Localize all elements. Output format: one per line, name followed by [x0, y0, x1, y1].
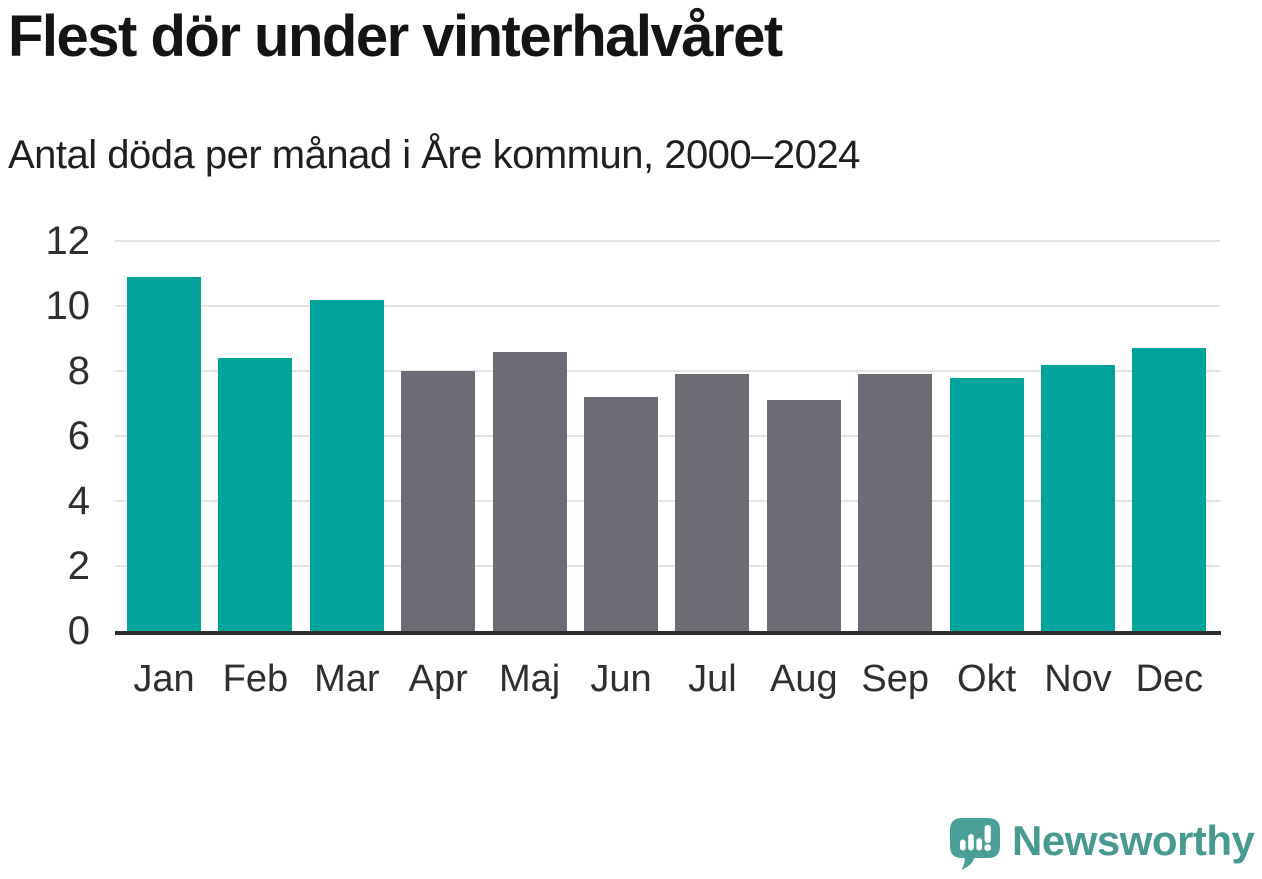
y-tick-label-6: 6 [67, 414, 90, 458]
bar-jan [127, 276, 201, 631]
bar-okt [949, 377, 1024, 631]
bar-maj [492, 351, 567, 631]
bar-dec [1132, 348, 1207, 631]
x-tick-label-jul: Jul [688, 658, 737, 700]
y-tick-label-0: 0 [67, 609, 90, 653]
y-tick-label-8: 8 [67, 349, 90, 393]
x-axis-line [115, 631, 1221, 635]
x-axis: Jan Feb Mar Apr Maj Jun Jul Aug Sep Okt Nov Dec [115, 633, 1220, 703]
gridline-8 [115, 370, 1220, 372]
gridline-6 [115, 435, 1220, 437]
x-tick-label-mar: Mar [314, 658, 380, 700]
logo-exclamation-dot [984, 844, 992, 851]
gridline-10 [115, 305, 1220, 307]
x-tick-label-okt: Okt [957, 658, 1017, 700]
logo-exclamation-bar [984, 825, 991, 843]
bar-aug [766, 400, 841, 631]
x-tick-label-sep: Sep [861, 658, 929, 700]
newsworthy-logo-text: Newsworthy [1012, 817, 1255, 864]
x-tick-label-nov: Nov [1044, 658, 1112, 700]
bar-feb [218, 358, 293, 631]
x-tick-label-jan: Jan [133, 658, 195, 700]
x-tick-label-dec: Dec [1135, 658, 1204, 700]
gridline-4 [115, 500, 1220, 502]
bar-sep [858, 374, 933, 631]
chart-title: Flest dör under vinterhalvåret [8, 4, 783, 69]
newsworthy-logo: Newsworthy [949, 817, 1255, 873]
logo-bar-medium [976, 838, 982, 851]
bar-apr [401, 371, 476, 631]
bar-mar [309, 299, 384, 631]
x-tick-label-maj: Maj [498, 658, 561, 700]
logo-bar-small [960, 839, 966, 851]
gridline-12 [115, 240, 1220, 242]
chart-subtitle: Antal döda per månad i Åre kommun, 2000–… [8, 133, 860, 177]
x-tick-label-feb: Feb [222, 658, 289, 700]
x-tick-label-aug: Aug [769, 658, 838, 700]
x-tick-label-jun: Jun [590, 658, 652, 700]
bar-jul [675, 374, 750, 631]
y-tick-label-4: 4 [67, 479, 90, 523]
bar-chart-plot-area [115, 240, 1220, 631]
bar-jun [584, 397, 658, 631]
y-tick-label-2: 2 [67, 544, 90, 588]
y-tick-label-10: 10 [45, 284, 91, 328]
y-axis: 0 2 4 6 8 10 12 [0, 221, 91, 651]
newsworthy-logo-icon [950, 818, 1000, 870]
x-tick-label-apr: Apr [408, 658, 468, 700]
gridline-2 [115, 565, 1220, 567]
y-tick-label-12: 12 [45, 219, 91, 263]
logo-bar-tall [968, 834, 974, 851]
bar-nov [1041, 364, 1115, 631]
